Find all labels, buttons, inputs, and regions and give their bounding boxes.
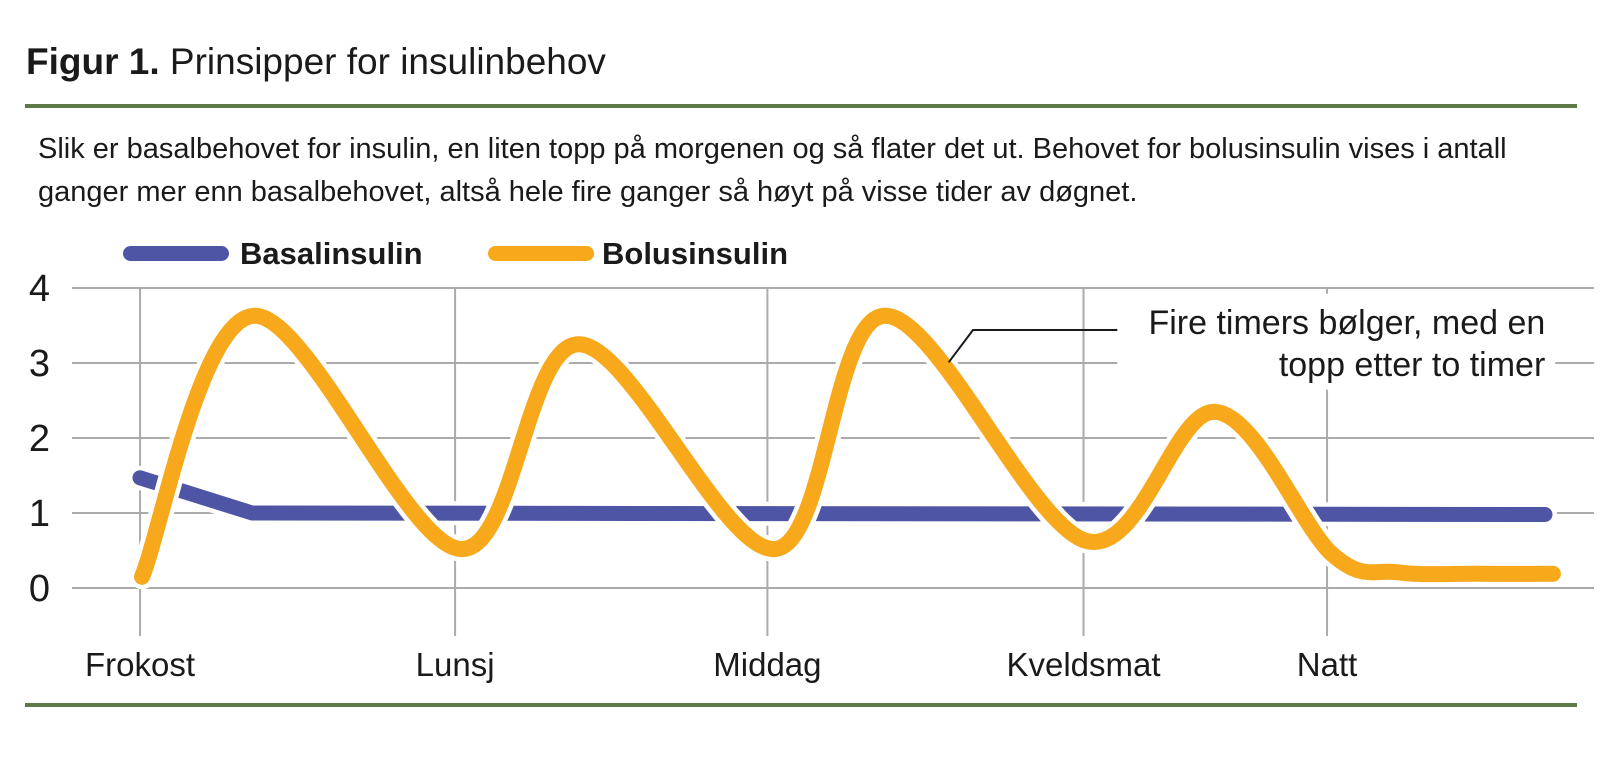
legend-label-basalinsulin: Basalinsulin xyxy=(240,236,423,271)
bottom-divider xyxy=(25,703,1577,707)
x-label-natt: Natt xyxy=(1297,646,1358,683)
annotation-background xyxy=(1117,293,1556,390)
x-label-frokost: Frokost xyxy=(85,646,195,683)
figure-title-text: Prinsipper for insulinbehov xyxy=(169,41,606,82)
bolusinsulin-line xyxy=(134,307,1561,585)
y-tick-label-3: 3 xyxy=(29,343,50,385)
description-line-1: Slik er basalbehovet for insulin, en lit… xyxy=(38,133,1507,165)
x-label-lunsj: Lunsj xyxy=(416,646,495,683)
y-tick-label-0: 0 xyxy=(29,568,50,610)
annotation-line-2: topp etter to timer xyxy=(1279,346,1545,384)
figure-title: Figur 1. Prinsipper for insulinbehov xyxy=(26,42,606,82)
basalinsulin-line xyxy=(132,470,1553,522)
legend-item-bolusinsulin: Bolusinsulin xyxy=(488,238,888,270)
figure-description: Slik er basalbehovet for insulin, en lit… xyxy=(38,128,1507,214)
top-divider xyxy=(25,104,1577,108)
legend-label-bolusinsulin: Bolusinsulin xyxy=(602,236,788,271)
figure-label: Figur 1. xyxy=(26,41,160,82)
chart-legend: Basalinsulin Bolusinsulin xyxy=(0,238,1600,270)
y-tick-label-1: 1 xyxy=(29,493,50,535)
x-label-middag: Middag xyxy=(713,646,821,683)
annotation-line-1: Fire timers bølger, med en xyxy=(1148,304,1545,342)
x-label-kveldsmat: Kveldsmat xyxy=(1006,646,1160,683)
legend-item-basalinsulin: Basalinsulin xyxy=(123,238,523,270)
y-tick-label-4: 4 xyxy=(29,268,50,310)
y-tick-label-2: 2 xyxy=(29,418,50,460)
annotation-callout-line xyxy=(947,329,1145,363)
basalinsulin-swatch-icon xyxy=(123,246,229,261)
description-line-2: ganger mer enn basalbehovet, altså hele … xyxy=(38,176,1138,208)
bolusinsulin-swatch-icon xyxy=(488,246,594,261)
